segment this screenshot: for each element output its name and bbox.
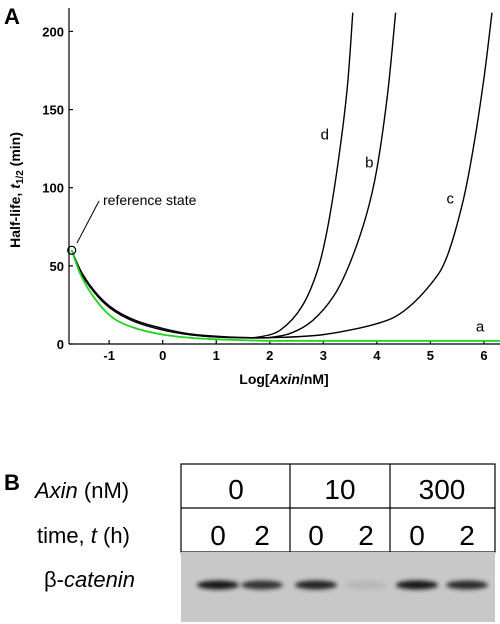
blot-image [181,552,495,622]
western-blot-table: 0 10 300 0 2 0 2 0 2 [180,463,496,553]
blot-band-lane-6 [446,580,488,590]
concentration-0: 0 [228,474,244,505]
x-tick-label: 2 [266,348,273,363]
time-lane-6: 2 [459,520,475,551]
y-tick-label: 0 [57,337,64,352]
curve-label-c: c [446,190,454,207]
curve-label-d: d [321,126,329,143]
y-ticks: 0 50 100 150 200 [42,24,73,352]
x-tick-label: 4 [373,348,381,363]
reference-state-label: reference state [103,192,197,208]
blot-band-lane-4 [345,580,387,590]
y-axis-label: Half-life, t1/2 (min) [7,132,26,248]
reference-state-marker [67,245,77,255]
y-tick-label: 50 [50,259,64,274]
blot-band-lane-3 [295,580,337,590]
series-line-d [71,12,354,339]
curve-label-a: a [476,318,485,335]
blot-bands [197,580,488,590]
half-life-plot: 0 50 100 150 200 -1 0 1 2 3 4 5 6 a b c d [42,8,500,363]
beta-catenin-row-label: β-catenin [44,567,135,592]
blot-band-lane-5 [396,580,438,590]
y-tick-label: 200 [42,24,64,39]
time-lane-3: 0 [308,520,324,551]
x-axis-label: Log[Axin/nM] [239,371,328,387]
x-ticks: -1 0 1 2 3 4 5 6 [103,340,488,363]
series-line-c [71,12,493,339]
blot-band-lane-1 [197,580,239,590]
concentration-10: 10 [324,474,355,505]
x-tick-label: 1 [213,348,220,363]
concentration-300: 300 [419,474,466,505]
blot-band-lane-2 [241,580,283,590]
series-line-a [70,249,500,342]
x-tick-label: 3 [320,348,327,363]
y-tick-label: 150 [42,103,64,118]
x-tick-label: 5 [427,348,434,363]
series-layer [70,12,500,342]
time-lane-1: 0 [210,520,226,551]
axin-row-label: Axin (nM) [33,478,129,503]
reference-state-annotation: reference state [67,192,197,255]
x-tick-label: 6 [480,348,487,363]
panel-a-label: A [4,4,20,29]
y-tick-label: 100 [42,181,64,196]
time-row-label: time, t (h) [37,523,130,548]
time-lane-2: 2 [254,520,270,551]
curve-label-b: b [365,154,373,171]
reference-leader-line [76,200,100,244]
time-lane-5: 0 [409,520,425,551]
x-tick-label: 0 [159,348,166,363]
time-lane-4: 2 [358,520,374,551]
series-line-b [71,12,397,339]
panel-b-label: B [4,470,20,495]
curve-labels: a b c d [321,126,485,335]
x-tick-label: -1 [103,348,115,363]
